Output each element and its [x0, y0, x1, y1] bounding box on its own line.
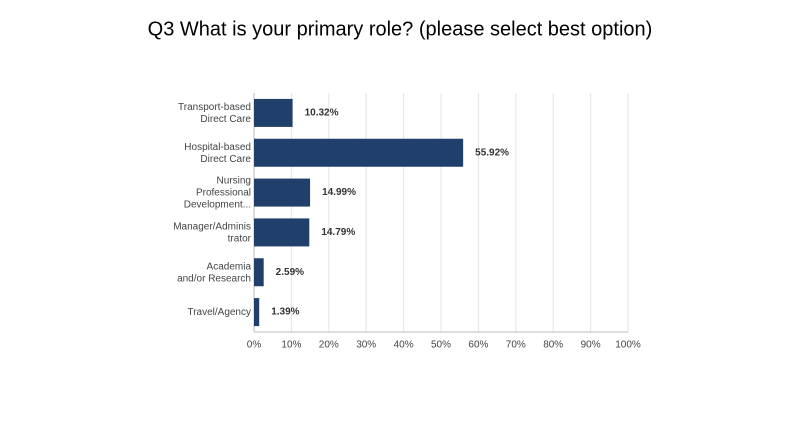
x-tick-label: 40%	[394, 340, 414, 351]
bar	[254, 138, 464, 167]
bar	[254, 98, 293, 127]
x-tick-label: 10%	[281, 340, 301, 351]
value-label: 2.59%	[276, 267, 304, 278]
y-tick-label-line: Academia	[207, 261, 252, 272]
x-tick-label: 0%	[247, 340, 262, 351]
y-tick-label-line: Direct Care	[200, 153, 251, 164]
y-tick-label: Transport-based Direct Care	[178, 102, 251, 125]
y-tick-label-line: Manager/Adminis	[173, 221, 251, 232]
y-tick-label: Manager/Adminis trator	[173, 221, 251, 244]
bar	[254, 258, 264, 287]
y-tick-label: Hospital-based Direct Care	[184, 141, 251, 164]
y-tick-label-line: Professional	[196, 187, 251, 198]
value-label: 55.92%	[475, 147, 509, 158]
chart-title: Q3 What is your primary role? (please se…	[148, 18, 653, 40]
y-tick-label-line: Transport-based	[178, 102, 251, 113]
value-label: 10.32%	[305, 108, 339, 119]
y-tick-label-line: Nursing	[217, 175, 251, 186]
y-tick-label-line: Development...	[184, 199, 251, 210]
bar	[254, 178, 311, 207]
value-label: 1.39%	[271, 307, 299, 318]
x-tick-label: 70%	[506, 340, 526, 351]
y-tick-label: Academia and/or Research	[177, 261, 251, 284]
value-label: 14.79%	[321, 227, 355, 238]
x-tick-label: 30%	[356, 340, 376, 351]
x-tick-label: 80%	[543, 340, 563, 351]
x-tick-label: 100%	[615, 340, 641, 351]
y-tick-label-line: Direct Care	[200, 114, 251, 125]
x-tick-label: 50%	[431, 340, 451, 351]
x-tick-label: 90%	[581, 340, 601, 351]
x-tick-label: 60%	[468, 340, 488, 351]
x-tick-label: 20%	[319, 340, 339, 351]
y-tick-label-line: Travel/Agency	[187, 307, 251, 318]
bar	[254, 298, 260, 327]
bar	[254, 218, 310, 247]
y-tick-label-line: Hospital-based	[184, 141, 251, 152]
y-tick-label: Travel/Agency	[187, 307, 251, 318]
y-tick-label: Nursing Professional Development...	[184, 175, 251, 210]
value-label: 14.99%	[322, 187, 356, 198]
y-tick-label-line: and/or Research	[177, 273, 251, 284]
y-tick-label-line: trator	[228, 233, 252, 244]
